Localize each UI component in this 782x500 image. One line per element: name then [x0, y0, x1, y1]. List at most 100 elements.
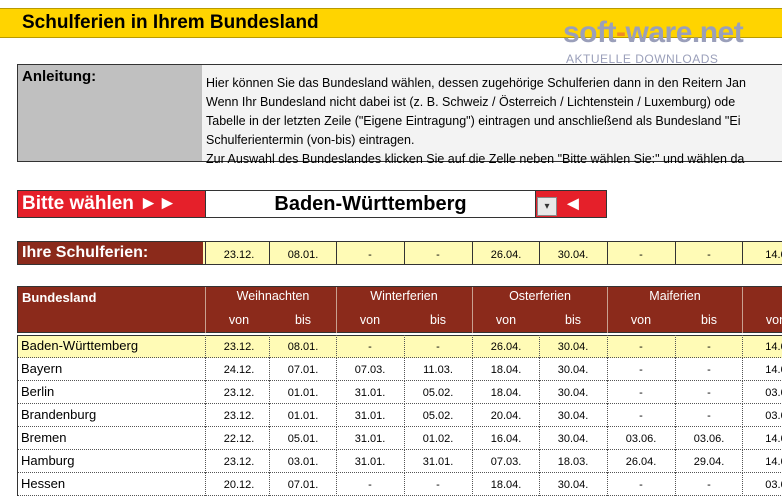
column-divider — [742, 473, 743, 496]
table-cell: 29.04. — [693, 456, 725, 468]
column-divider — [675, 358, 676, 381]
column-divider — [675, 473, 676, 496]
column-divider — [472, 358, 473, 381]
state-name[interactable]: Berlin — [21, 384, 55, 399]
instructions-label-cell — [18, 65, 202, 161]
watermark-brand-main: soft — [563, 16, 617, 49]
column-subheader: von — [495, 313, 517, 327]
column-divider — [472, 287, 473, 333]
state-name[interactable]: Baden-Württemberg — [21, 338, 139, 353]
column-subheader: bis — [701, 313, 717, 327]
column-divider — [675, 427, 676, 450]
your-holidays-value: - — [436, 249, 440, 261]
row-border — [17, 381, 18, 404]
column-divider — [336, 450, 337, 473]
state-selector-value[interactable]: Baden-Württemberg — [274, 193, 467, 215]
table-row[interactable] — [17, 335, 782, 358]
instructions-line: Schulferientermin (von-bis) eintragen. — [206, 133, 415, 147]
table-cell: 05.02. — [422, 387, 454, 399]
pointer-left-icon: ◄ — [563, 193, 583, 215]
table-cell: 30.04. — [557, 364, 589, 376]
column-divider — [404, 242, 405, 264]
watermark-brand-dash: - — [616, 16, 626, 49]
column-group-header: Weihnachten — [236, 289, 310, 303]
your-holidays-value: - — [639, 249, 643, 261]
column-divider — [539, 242, 540, 264]
column-divider — [404, 381, 405, 404]
column-subheader: von — [630, 313, 652, 327]
column-divider — [742, 404, 743, 427]
table-cell: 31.01. — [354, 387, 386, 399]
table-row[interactable] — [17, 358, 782, 381]
watermark-logo: soft-ware.net — [563, 16, 744, 49]
column-divider — [607, 287, 608, 333]
table-cell: 07.03. — [490, 456, 522, 468]
column-divider — [336, 381, 337, 404]
column-divider — [205, 287, 206, 333]
column-divider — [269, 381, 270, 404]
table-cell: - — [639, 341, 643, 353]
column-divider — [675, 450, 676, 473]
your-holidays-value: 08.01. — [287, 249, 319, 261]
table-cell: - — [639, 479, 643, 491]
column-divider — [607, 381, 608, 404]
table-cell: - — [368, 341, 372, 353]
column-divider — [205, 358, 206, 381]
column-group-header: Winterferien — [370, 289, 438, 303]
table-cell: 22.12. — [223, 433, 255, 445]
state-name[interactable]: Hamburg — [21, 453, 75, 468]
instructions-line: Hier können Sie das Bundesland wählen, d… — [206, 76, 746, 90]
page-title: Schulferien in Ihrem Bundesland — [22, 12, 319, 33]
table-cell: 03.0 — [765, 387, 782, 399]
column-divider — [205, 427, 206, 450]
table-cell: 01.02. — [422, 433, 454, 445]
table-cell: 30.04. — [557, 433, 589, 445]
column-divider — [539, 404, 540, 427]
table-cell: 14.0 — [765, 364, 782, 376]
column-divider — [607, 335, 608, 358]
table-cell: 03.0 — [765, 479, 782, 491]
table-cell: 05.02. — [422, 410, 454, 422]
row-border — [17, 404, 18, 427]
table-cell: 31.01. — [354, 433, 386, 445]
table-cell: - — [639, 387, 643, 399]
column-divider — [742, 427, 743, 450]
table-cell: - — [707, 387, 711, 399]
table-cell: 23.12. — [223, 387, 255, 399]
column-divider — [336, 473, 337, 496]
table-row[interactable] — [17, 450, 782, 473]
column-subheader: bis — [565, 313, 581, 327]
column-divider — [742, 287, 743, 333]
your-holidays-label: Ihre Schulferien: — [22, 244, 149, 261]
table-cell: 03.0 — [765, 410, 782, 422]
column-divider — [472, 450, 473, 473]
column-divider — [472, 404, 473, 427]
column-divider — [472, 242, 473, 264]
column-divider — [675, 242, 676, 264]
state-name[interactable]: Bayern — [21, 361, 63, 376]
state-selector-cell[interactable] — [205, 191, 536, 217]
table-cell: 11.03. — [423, 364, 453, 376]
state-name[interactable]: Bremen — [21, 430, 67, 445]
table-cell: 18.04. — [490, 364, 522, 376]
table-cell: 24.12. — [223, 364, 255, 376]
table-cell: 07.01. — [287, 364, 319, 376]
table-cell: 31.01. — [354, 456, 386, 468]
table-row[interactable] — [17, 473, 782, 496]
state-name[interactable]: Hessen — [21, 476, 66, 491]
column-divider — [336, 242, 337, 264]
table-row[interactable] — [17, 404, 782, 427]
column-divider — [607, 427, 608, 450]
table-cell: 20.04. — [490, 410, 522, 422]
your-holidays-value: 23.12. — [223, 249, 255, 261]
table-row[interactable] — [17, 427, 782, 450]
column-divider — [539, 427, 540, 450]
table-cell: 01.01. — [287, 410, 319, 422]
state-name[interactable]: Brandenburg — [21, 407, 97, 422]
column-divider — [336, 287, 337, 333]
column-divider — [404, 450, 405, 473]
table-cell: - — [436, 479, 440, 491]
dropdown-arrow-icon[interactable]: ▾ — [537, 197, 557, 216]
table-row[interactable] — [17, 381, 782, 404]
table-cell: 18.03. — [557, 456, 589, 468]
